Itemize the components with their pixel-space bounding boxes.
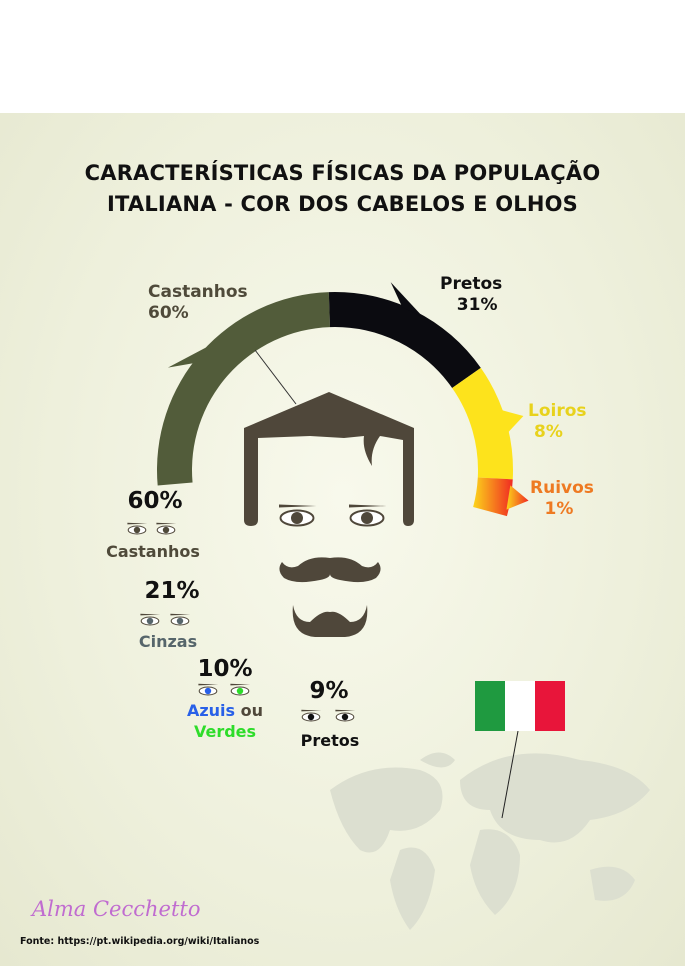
iris (176, 617, 184, 625)
hair-castanhos-name: Castanhos (148, 282, 248, 302)
eyebrow (279, 504, 317, 508)
iris (146, 617, 154, 625)
mustache (279, 557, 381, 583)
title-line-1: CARACTERÍSTICAS FÍSICAS DA POPULAÇÃO (84, 161, 601, 185)
iris (341, 713, 349, 721)
iris (236, 687, 244, 695)
iris (307, 713, 315, 721)
hair-color-arc-chart (156, 282, 529, 517)
iris (204, 687, 212, 695)
flag-pointer-line (501, 730, 519, 819)
author-signature: Alma Cecchetto (32, 897, 201, 921)
eye-castanhos-name: Castanhos (106, 542, 200, 561)
hair-ruivos-pct: 1% (544, 499, 574, 519)
title-line-2: ITALIANA - COR DOS CABELOS E OLHOS (106, 192, 578, 216)
hair-ruivos-name: Ruivos (530, 478, 594, 498)
eyebrow (170, 613, 191, 616)
eyebrow (127, 522, 148, 525)
eye-ou-word: ou (235, 701, 264, 720)
hair-castanhos-pct: 60% (148, 303, 189, 323)
eye-pretos-left-icon (301, 709, 322, 722)
eye-azuis-verdes-left-icon (198, 683, 219, 696)
castanhos-pointer-line (254, 349, 297, 405)
hair-shape (244, 392, 414, 526)
eye-azuis-name: Azuis (186, 701, 236, 720)
eyebrow (230, 683, 251, 686)
eyebrow (335, 709, 356, 712)
arc-segment-ruivos (473, 477, 513, 517)
world-map (330, 752, 650, 930)
iris (133, 526, 141, 534)
face-illustration (244, 392, 414, 637)
infographic-title: CARACTERÍSTICAS FÍSICAS DA POPULAÇÃO ITA… (0, 158, 685, 220)
source-citation: Fonte: https://pt.wikipedia.org/wiki/Ita… (20, 936, 260, 947)
eye-castanhos-left-icon (127, 522, 148, 535)
eyebrow (156, 522, 177, 525)
eyebrow (198, 683, 219, 686)
arc-callout-ruivos (506, 485, 529, 510)
arc-callout-pretos (390, 282, 425, 319)
eye-castanhos-pct: 60% (127, 488, 183, 514)
arc-callout-castanhos (167, 344, 212, 368)
eye-cinzas-pct: 21% (144, 578, 200, 604)
face-right-eye-icon (349, 504, 387, 527)
italy-flag (475, 681, 565, 731)
eye-verdes-name: Verdes (193, 722, 257, 741)
eye-color-icons (127, 522, 356, 722)
hair-pretos-name: Pretos (440, 274, 503, 294)
arc-segment-castanhos (156, 292, 331, 486)
eye-cinzas-right-icon (170, 613, 191, 626)
face-eyes (279, 504, 387, 527)
iris (361, 512, 373, 524)
arc-segment-loiros (452, 367, 513, 480)
flag-white-band (505, 681, 535, 731)
eyebrow (140, 613, 161, 616)
flag-red-band (535, 681, 565, 731)
arc-callout-loiros (500, 409, 524, 434)
hair-pretos-pct: 31% (456, 295, 498, 315)
hair-loiros-pct: 8% (534, 422, 563, 442)
eye-cinzas-name: Cinzas (138, 632, 198, 651)
eye-azuis-verdes-pct: 10% (197, 656, 253, 682)
hair-label-ruivos: Ruivos 1% (530, 478, 594, 520)
arc-segment-pretos (328, 292, 481, 388)
face-left-eye-icon (279, 504, 317, 527)
hair-label-loiros: Loiros 8% (528, 401, 587, 443)
eyebrow (349, 504, 387, 508)
iris (291, 512, 303, 524)
eye-pretos-right-icon (335, 709, 356, 722)
hair-label-pretos: Pretos 31% (440, 274, 502, 316)
eye-cinzas-left-icon (140, 613, 161, 626)
hair-label-castanhos: Castanhos 60% (148, 282, 248, 324)
beard (292, 605, 368, 637)
flag-green-band (475, 681, 505, 731)
iris (162, 526, 170, 534)
eyebrow (301, 709, 322, 712)
eye-pretos-pct: 9% (309, 678, 349, 704)
eye-azuis-verdes-name: Azuis ou Verdes (175, 700, 275, 742)
eye-azuis-verdes-right-icon (230, 683, 251, 696)
eye-castanhos-right-icon (156, 522, 177, 535)
hair-loiros-name: Loiros (528, 401, 587, 421)
eye-pretos-name: Pretos (300, 731, 360, 750)
